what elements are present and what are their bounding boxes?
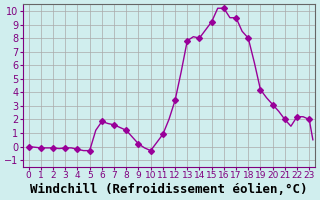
X-axis label: Windchill (Refroidissement éolien,°C): Windchill (Refroidissement éolien,°C) (30, 183, 308, 196)
